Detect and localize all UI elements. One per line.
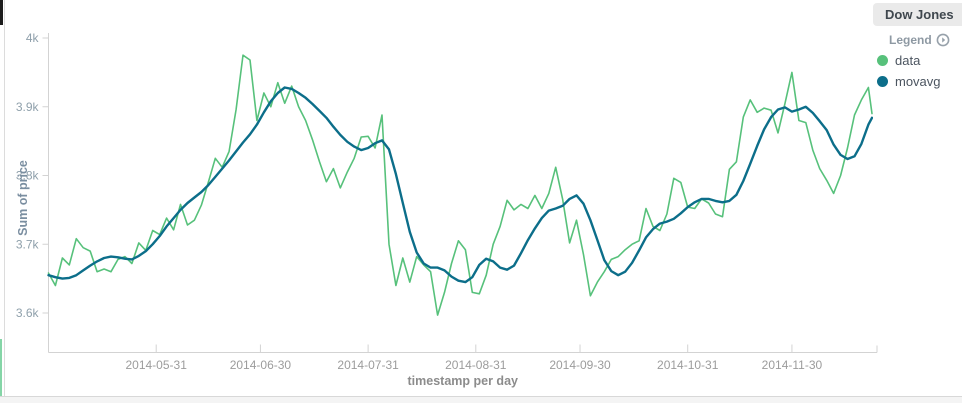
panel-left-border	[4, 0, 5, 396]
x-tick-label: 2014-07-31	[337, 358, 399, 372]
data-series-label: data	[895, 53, 921, 68]
adjacent-panel-line-fragment	[0, 339, 2, 396]
movavg-series-label: movavg	[895, 74, 941, 89]
data-series-dot	[877, 55, 888, 66]
x-axis-title: timestamp per day	[408, 374, 519, 388]
movavg-series-dot	[877, 76, 888, 87]
y-tick-label: 3.7k	[16, 237, 40, 251]
x-tick-label: 2014-06-30	[230, 358, 292, 372]
movavg-series-line	[47, 86, 874, 284]
data-series-line	[47, 54, 873, 316]
legend-header: Legend	[889, 33, 962, 47]
y-tick-label: 3.6k	[16, 306, 40, 320]
y-tick-label: 4k	[26, 31, 40, 45]
y-tick-label: 3.9k	[16, 100, 40, 114]
panel-title: Dow Jones	[873, 3, 962, 26]
window-edge-dark-notch	[0, 0, 3, 25]
legend-header-label: Legend	[889, 33, 932, 47]
x-tick-label: 2014-10-31	[657, 358, 719, 372]
legend-toggle-icon[interactable]	[936, 33, 950, 47]
legend-item-data[interactable]: data	[877, 53, 962, 68]
x-tick-label: 2014-05-31	[125, 358, 187, 372]
page-bottom-strip	[0, 396, 962, 403]
x-tick-label: 2014-09-30	[549, 358, 611, 372]
y-tick-label: 3.8k	[16, 169, 40, 183]
legend-item-movavg[interactable]: movavg	[877, 74, 962, 89]
x-tick-label: 2014-08-31	[445, 358, 507, 372]
y-axis-title: Sum of price	[16, 160, 30, 236]
legend-panel: Dow Jones Legend data movavg	[873, 0, 962, 120]
x-tick-label: 2014-11-30	[762, 358, 823, 372]
